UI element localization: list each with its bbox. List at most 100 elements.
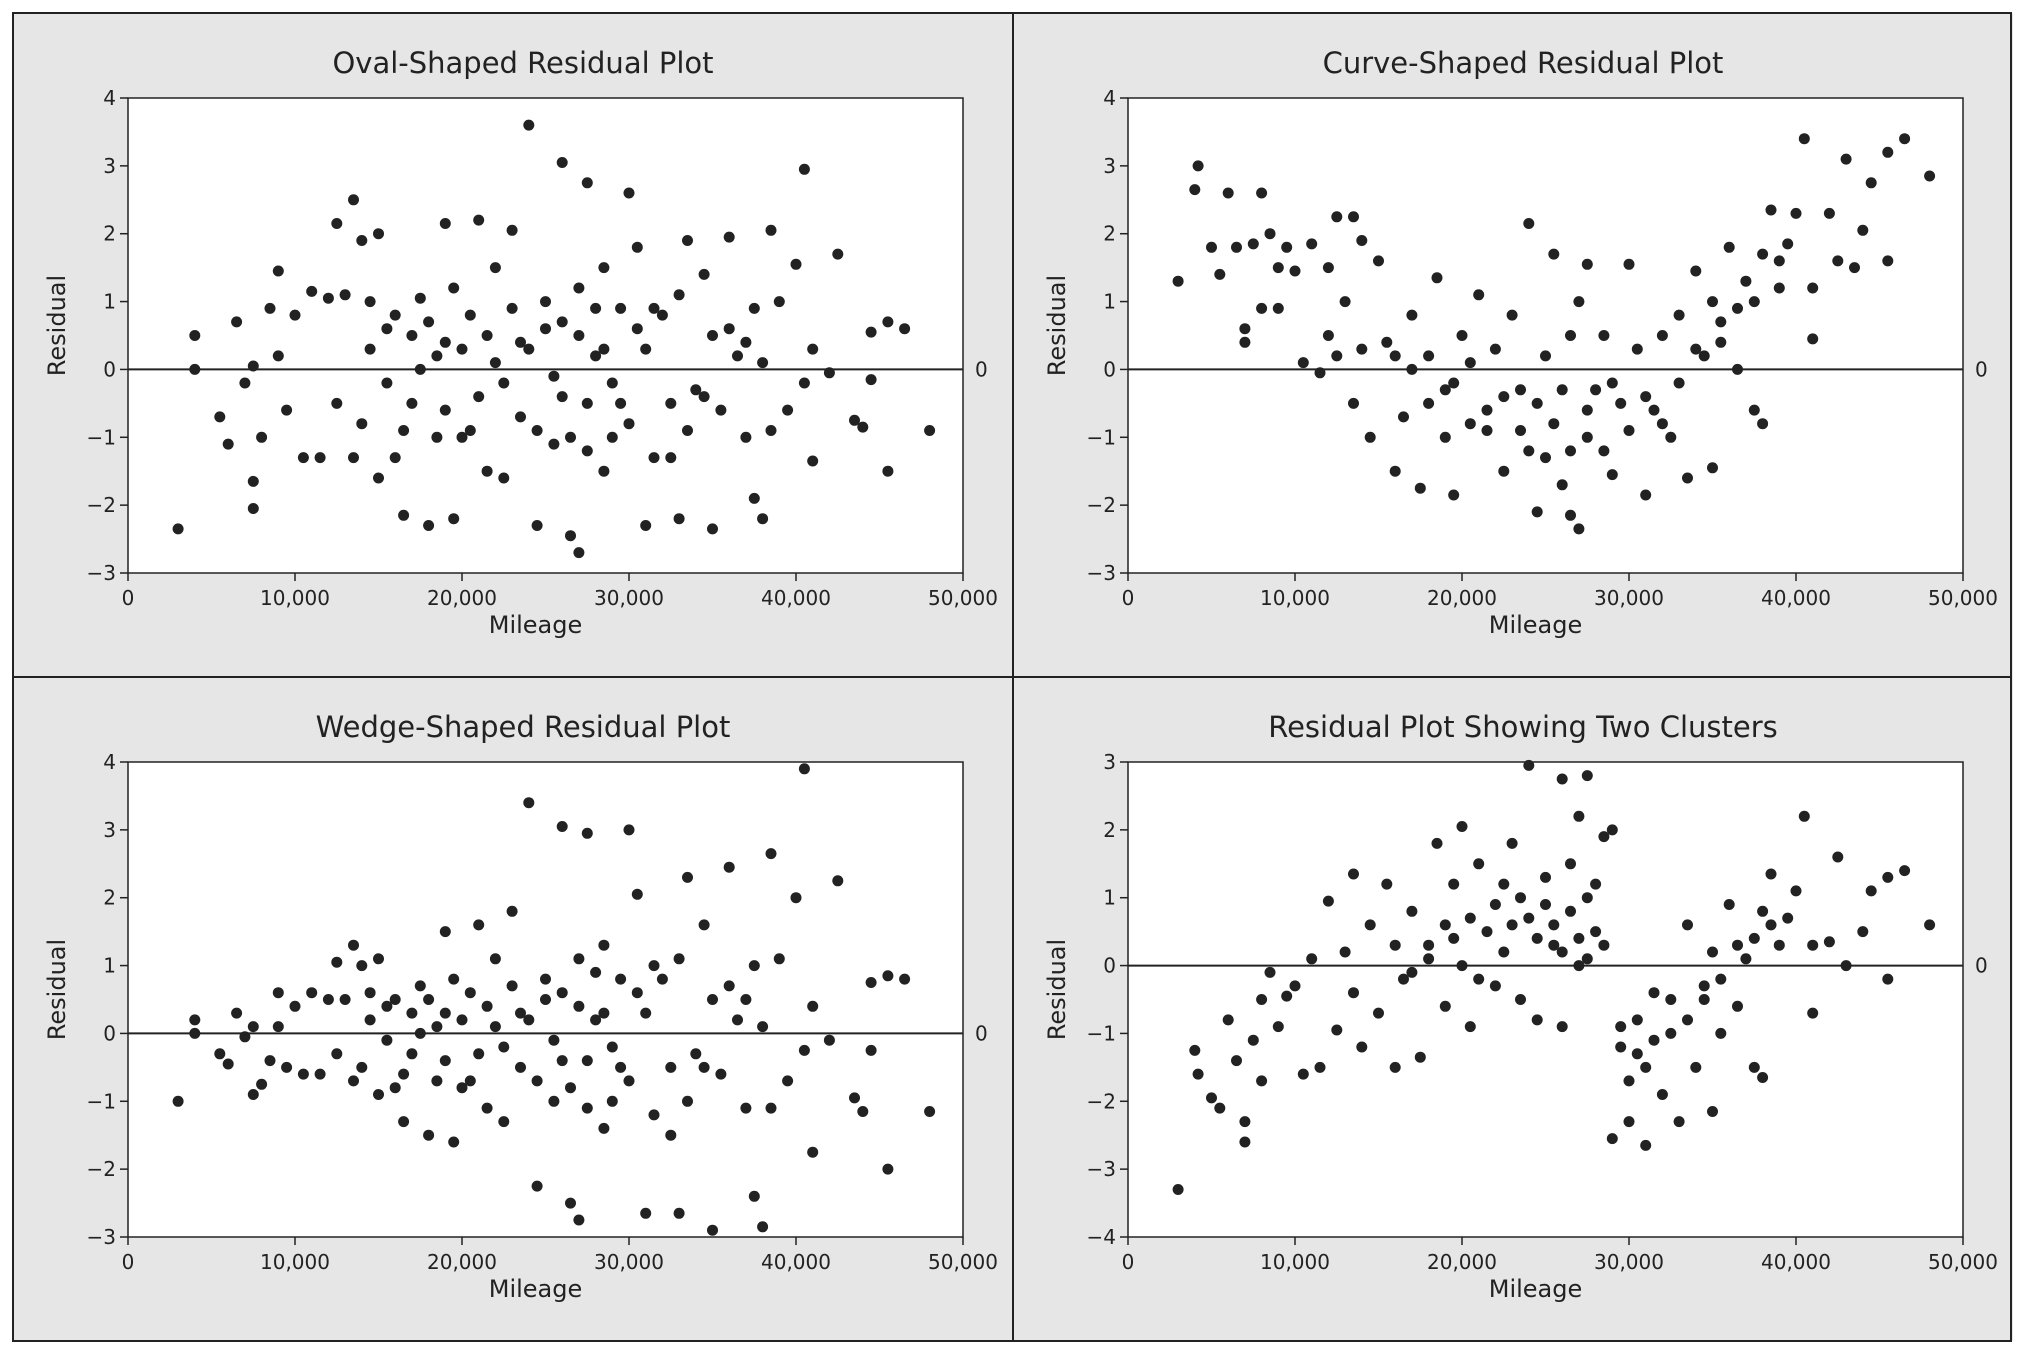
scatter-point [1773, 282, 1785, 294]
scatter-point [1782, 912, 1794, 924]
scatter-point [798, 763, 810, 775]
scatter-point [882, 1163, 894, 1175]
scatter-point [231, 316, 243, 328]
scatter-point [464, 425, 476, 436]
scatter-point [1348, 211, 1359, 223]
scatter-point [406, 1048, 418, 1060]
scatter-point [1206, 241, 1217, 253]
scatter-point [715, 1068, 727, 1080]
y-tick-label: −2 [1087, 493, 1116, 517]
scatter-point [698, 391, 710, 403]
x-axis-label: Mileage [1489, 611, 1583, 639]
y-axis-label: Residual [1043, 939, 1071, 1040]
scatter-point [1573, 810, 1585, 822]
scatter-point [707, 994, 718, 1005]
scatter-point [1398, 973, 1409, 985]
scatter-point [1314, 367, 1326, 379]
reference-line-label: 0 [1975, 954, 1988, 978]
scatter-point [247, 503, 259, 514]
y-axis-label: Residual [43, 939, 71, 1040]
x-axis-label: Mileage [489, 611, 583, 639]
scatter-point [1707, 1106, 1718, 1117]
scatter-point [1748, 1061, 1760, 1073]
scatter-point [314, 1068, 326, 1080]
scatter-point [798, 163, 810, 175]
scatter-point [1389, 939, 1401, 951]
scatter-point [1757, 1072, 1769, 1083]
scatter-point [214, 1048, 226, 1060]
y-tick-label: 0 [103, 357, 116, 381]
scatter-point [531, 520, 543, 531]
scatter-point [723, 231, 735, 243]
scatter-point [322, 994, 334, 1005]
scatter-point [1531, 1014, 1543, 1026]
scatter-point [222, 1058, 234, 1070]
scatter-point [581, 1055, 593, 1067]
scatter-point [1448, 878, 1460, 890]
plot-area [127, 97, 964, 574]
scatter-point [823, 367, 835, 379]
scatter-point [673, 289, 685, 301]
scatter-point [565, 1197, 576, 1209]
scatter-point [1882, 255, 1894, 267]
scatter-point [1581, 892, 1593, 904]
scatter-point [565, 530, 576, 542]
scatter-point [1398, 411, 1409, 423]
scatter-point [1732, 363, 1743, 375]
scatter-point [489, 953, 501, 965]
scatter-point [1556, 479, 1568, 491]
scatter-point [1757, 418, 1769, 430]
scatter-point [682, 1095, 693, 1107]
y-tick-label: 0 [103, 1021, 116, 1045]
scatter-point [1665, 431, 1677, 443]
scatter-point [1790, 207, 1802, 219]
scatter-point [757, 513, 769, 525]
scatter-point [481, 330, 493, 341]
scatter-point [807, 455, 819, 467]
scatter-point [857, 1106, 869, 1117]
scatter-point [1631, 1014, 1643, 1026]
scatter-point [732, 350, 743, 362]
scatter-point [548, 1095, 560, 1107]
scatter-point [381, 323, 393, 335]
scatter-point [1481, 926, 1493, 938]
scatter-point [448, 1136, 460, 1148]
scatter-point [523, 343, 535, 355]
scatter-point [339, 994, 351, 1005]
scatter-point [515, 1061, 526, 1073]
scatter-point [865, 374, 877, 386]
x-tick-label: 20,000 [1427, 1250, 1497, 1274]
scatter-point [414, 980, 426, 992]
scatter-point [381, 1034, 393, 1046]
scatter-point [423, 994, 435, 1005]
scatter-point [1631, 1048, 1643, 1060]
scatter-point [623, 187, 635, 199]
scatter-point [1606, 469, 1618, 481]
scatter-point [1373, 255, 1384, 267]
y-tick-label: 2 [1103, 818, 1116, 842]
scatter-point [356, 418, 368, 430]
scatter-point [1765, 204, 1777, 216]
scatter-point [373, 228, 384, 240]
scatter-point [1456, 330, 1468, 341]
scatter-point [556, 987, 568, 999]
scatter-point [598, 465, 610, 477]
scatter-point [1515, 384, 1526, 396]
scatter-point [1865, 885, 1877, 897]
scatter-point [348, 452, 359, 464]
scatter-point [389, 994, 401, 1005]
scatter-point [189, 1027, 201, 1039]
scatter-point [431, 1021, 443, 1033]
scatter-point [489, 262, 501, 274]
scatter-point [1222, 1014, 1234, 1026]
scatter-point [1598, 939, 1610, 951]
scatter-point [531, 1180, 543, 1192]
x-tick-label: 0 [1122, 586, 1135, 610]
scatter-point [1631, 343, 1643, 355]
scatter-point [640, 1207, 652, 1219]
scatter-point [1231, 1055, 1242, 1067]
scatter-points [172, 763, 936, 1236]
scatter-point [439, 336, 451, 348]
scatter-point [439, 926, 451, 938]
